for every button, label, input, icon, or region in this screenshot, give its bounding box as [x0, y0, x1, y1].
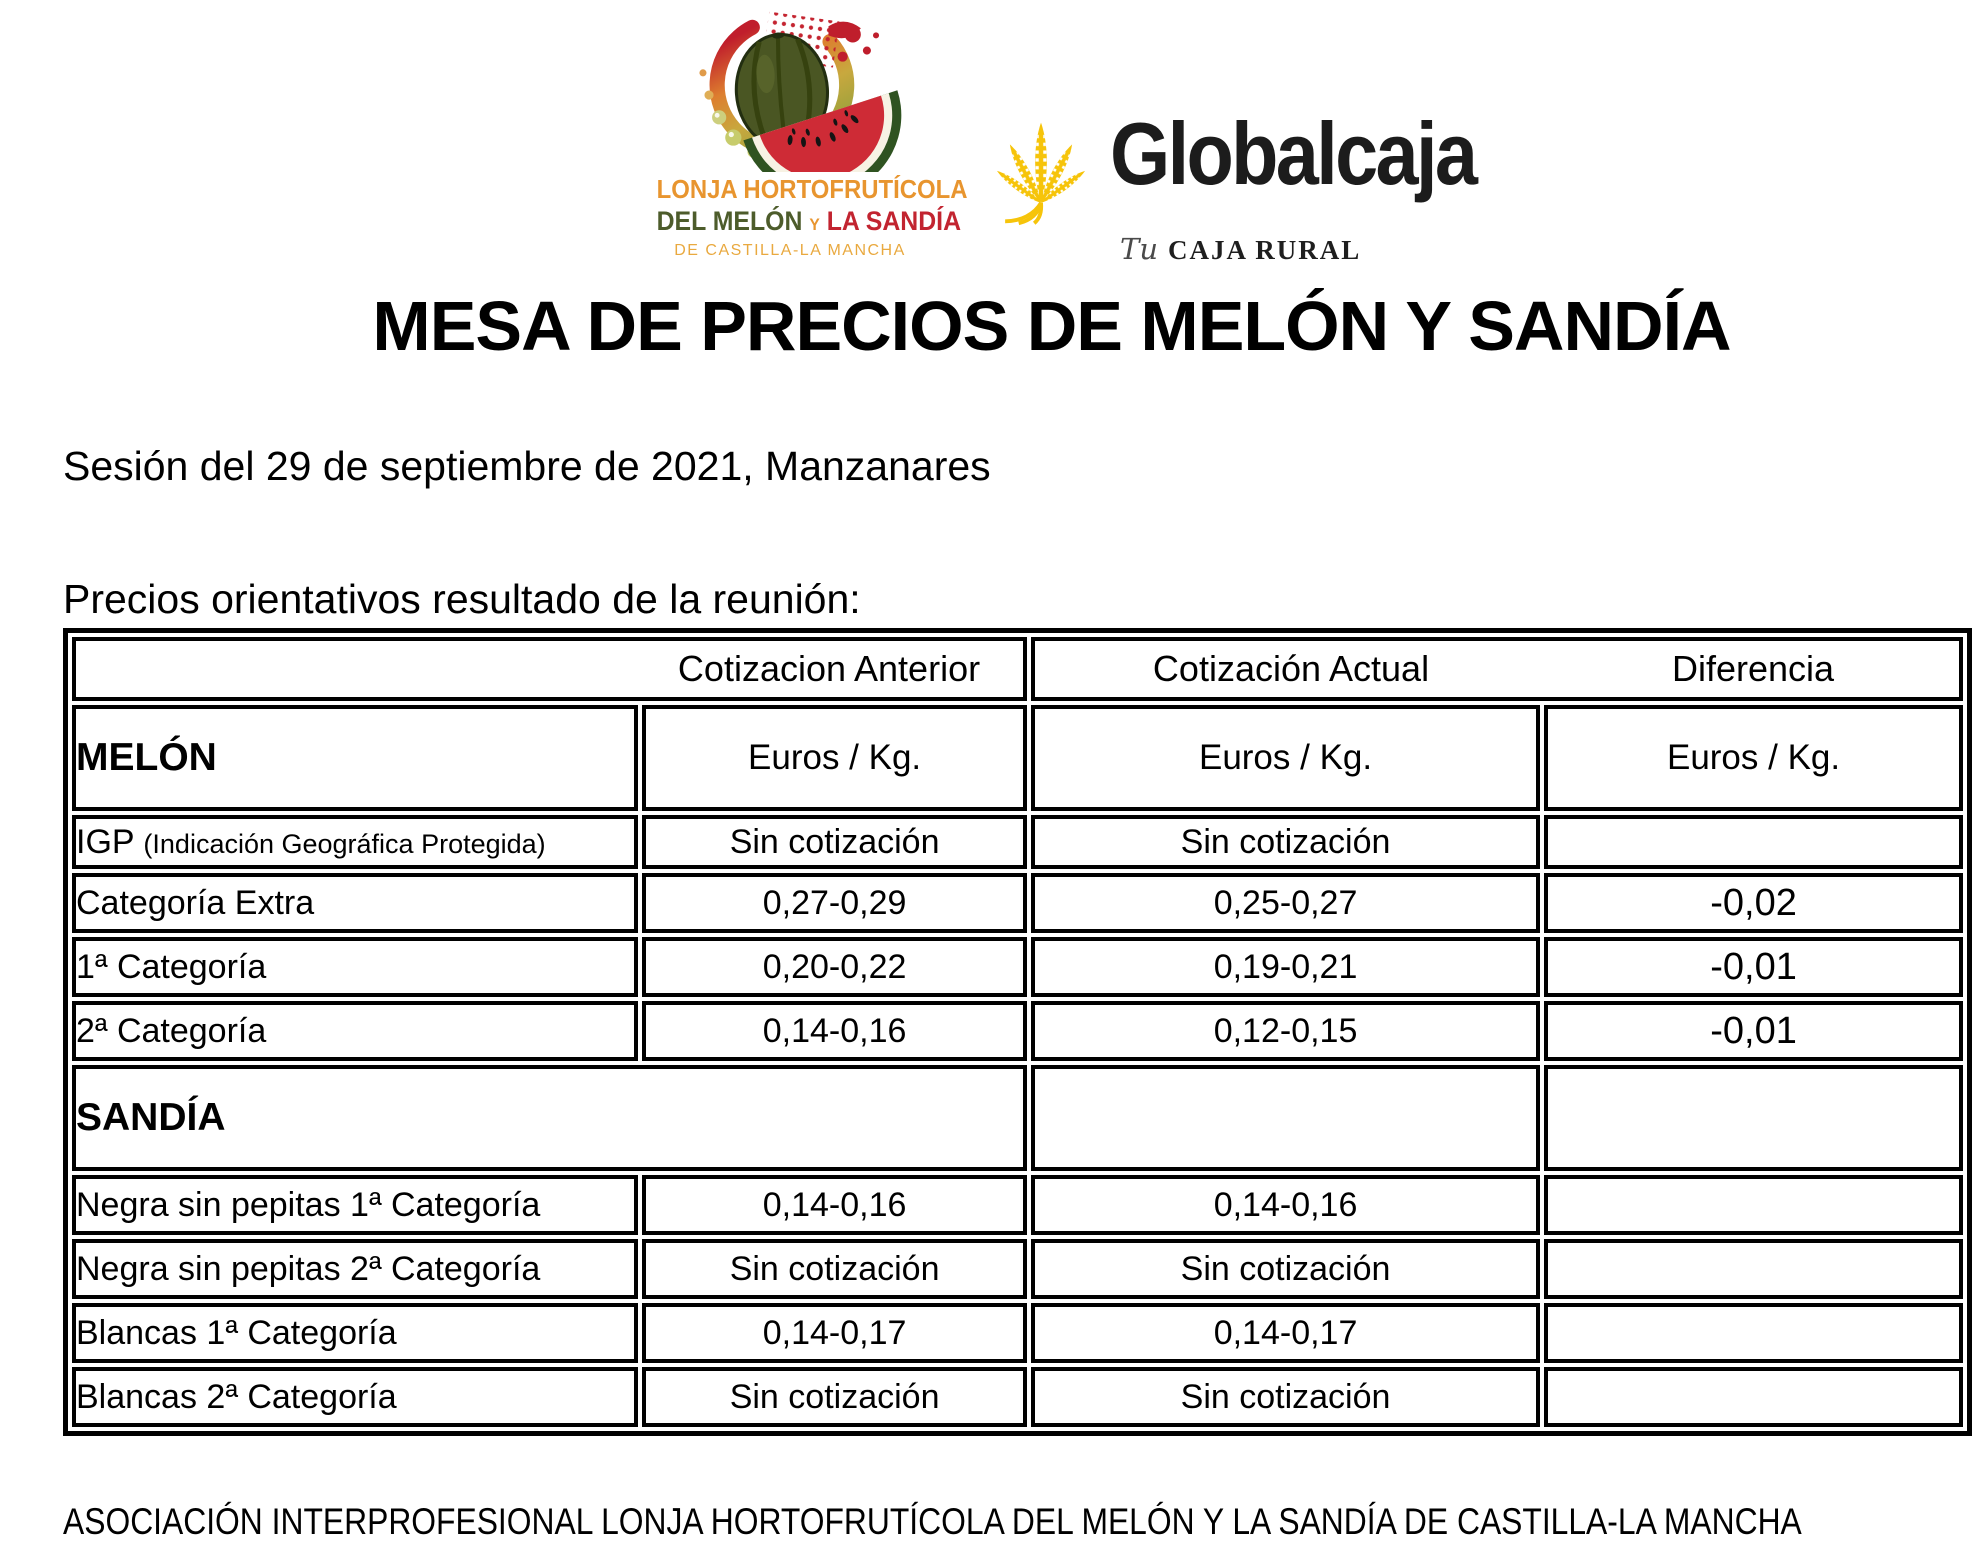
- current-quote-cell: Sin cotización: [1031, 1239, 1541, 1299]
- current-quote-cell: 0,14-0,17: [1031, 1303, 1541, 1363]
- unit-cell: Euros / Kg.: [642, 705, 1027, 811]
- previous-quote-cell: 0,14-0,16: [642, 1001, 1027, 1061]
- melon-section-row: MELÓN Euros / Kg. Euros / Kg. Euros / Kg…: [72, 705, 1963, 811]
- prices-table: Cotizacion Anterior Cotización Actual Di…: [63, 628, 1972, 1436]
- table-row: 1ª Categoría 0,20-0,22 0,19-0,21 -0,01: [72, 937, 1963, 997]
- table-row: IGP (Indicación Geográfica Protegida) Si…: [72, 815, 1963, 869]
- intro-line: Precios orientativos resultado de la reu…: [63, 576, 861, 622]
- difference-cell: -0,01: [1544, 937, 1963, 997]
- current-quote-cell: Sin cotización: [1031, 1367, 1541, 1427]
- current-and-difference-header-cell: Cotización Actual Diferencia: [1031, 637, 1963, 701]
- table-row: Categoría Extra 0,27-0,29 0,25-0,27 -0,0…: [72, 873, 1963, 933]
- melon-watermelon-logo-icon: [699, 11, 902, 172]
- difference-cell: [1544, 1303, 1963, 1363]
- difference-cell: [1544, 1367, 1963, 1427]
- lonja-logo-y-text: Y: [809, 215, 820, 234]
- page-title: MESA DE PRECIOS DE MELÓN Y SANDÍA: [372, 287, 1731, 365]
- previous-quote-header: Cotizacion Anterior: [677, 648, 981, 689]
- unit-cell: Euros / Kg.: [1031, 705, 1541, 811]
- sandia-section-label: SANDÍA: [72, 1065, 1027, 1171]
- row-label: Negra sin pepitas 1ª Categoría: [72, 1175, 639, 1235]
- lonja-logo-melon-text: DEL MELÓN: [656, 206, 803, 236]
- table-row: Blancas 1ª Categoría 0,14-0,17 0,14-0,17: [72, 1303, 1963, 1363]
- globalcaja-wordmark: Globalcaja: [1110, 104, 1478, 203]
- igp-label: IGP: [76, 822, 134, 861]
- globalcaja-logo: Globalcaja Tu CAJA RURAL: [978, 96, 1598, 291]
- lonja-logo-sandia-text: LA SANDÍA: [826, 206, 962, 236]
- current-quote-header: Cotización Actual: [1152, 648, 1430, 689]
- previous-quote-cell: Sin cotización: [642, 1239, 1027, 1299]
- table-header-row: Cotizacion Anterior Cotización Actual Di…: [72, 637, 1963, 701]
- empty-cell: [1544, 1065, 1963, 1171]
- footer-association-line: ASOCIACIÓN INTERPROFESIONAL LONJA HORTOF…: [63, 1501, 1802, 1542]
- empty-cell: [1031, 1065, 1541, 1171]
- previous-quote-cell: 0,14-0,17: [642, 1303, 1027, 1363]
- lonja-logo: LONJA HORTOFRUTÍCOLA DEL MELÓN Y LA SAND…: [645, 4, 968, 260]
- igp-label-detail: (Indicación Geográfica Protegida): [143, 828, 546, 859]
- current-quote-cell: 0,12-0,15: [1031, 1001, 1541, 1061]
- table-row: 2ª Categoría 0,14-0,16 0,12-0,15 -0,01: [72, 1001, 1963, 1061]
- row-label: Blancas 2ª Categoría: [72, 1367, 639, 1427]
- current-quote-cell: 0,25-0,27: [1031, 873, 1541, 933]
- current-quote-cell: Sin cotización: [1031, 815, 1541, 869]
- difference-cell: -0,01: [1544, 1001, 1963, 1061]
- session-line: Sesión del 29 de septiembre de 2021, Man…: [63, 443, 991, 489]
- table-row: Blancas 2ª Categoría Sin cotización Sin …: [72, 1367, 1963, 1427]
- row-label: 2ª Categoría: [72, 1001, 639, 1061]
- current-quote-cell: 0,14-0,16: [1031, 1175, 1541, 1235]
- previous-quote-cell: 0,14-0,16: [642, 1175, 1027, 1235]
- difference-cell: [1544, 1175, 1963, 1235]
- previous-quote-header-cell: Cotizacion Anterior: [72, 637, 1027, 701]
- previous-quote-cell: 0,27-0,29: [642, 873, 1027, 933]
- globalcaja-tagline-tu: Tu: [1120, 232, 1159, 266]
- lonja-logo-line3: DE CASTILLA-LA MANCHA: [674, 242, 906, 259]
- row-label: 1ª Categoría: [72, 937, 639, 997]
- lonja-logo-line1: LONJA HORTOFRUTÍCOLA: [656, 174, 968, 204]
- difference-cell: [1544, 815, 1963, 869]
- wheat-icon: [996, 122, 1086, 226]
- previous-quote-cell: 0,20-0,22: [642, 937, 1027, 997]
- table-row: Negra sin pepitas 1ª Categoría 0,14-0,16…: [72, 1175, 1963, 1235]
- previous-quote-cell: Sin cotización: [642, 1367, 1027, 1427]
- sandia-section-row: SANDÍA: [72, 1065, 1963, 1171]
- globalcaja-tagline: Tu CAJA RURAL: [1120, 232, 1361, 266]
- difference-cell: -0,02: [1544, 873, 1963, 933]
- melon-section-label: MELÓN: [72, 705, 639, 811]
- previous-quote-cell: Sin cotización: [642, 815, 1027, 869]
- difference-cell: [1544, 1239, 1963, 1299]
- row-label: IGP (Indicación Geográfica Protegida): [72, 815, 639, 869]
- row-label: Blancas 1ª Categoría: [72, 1303, 639, 1363]
- globalcaja-tagline-caja-rural: CAJA RURAL: [1168, 235, 1362, 265]
- lonja-logo-line2: DEL MELÓN Y LA SANDÍA: [656, 206, 961, 237]
- row-label: Negra sin pepitas 2ª Categoría: [72, 1239, 639, 1299]
- current-quote-cell: 0,19-0,21: [1031, 937, 1541, 997]
- table-row: Negra sin pepitas 2ª Categoría Sin cotiz…: [72, 1239, 1963, 1299]
- unit-cell: Euros / Kg.: [1544, 705, 1963, 811]
- row-label: Categoría Extra: [72, 873, 639, 933]
- difference-header: Diferencia: [1671, 648, 1835, 689]
